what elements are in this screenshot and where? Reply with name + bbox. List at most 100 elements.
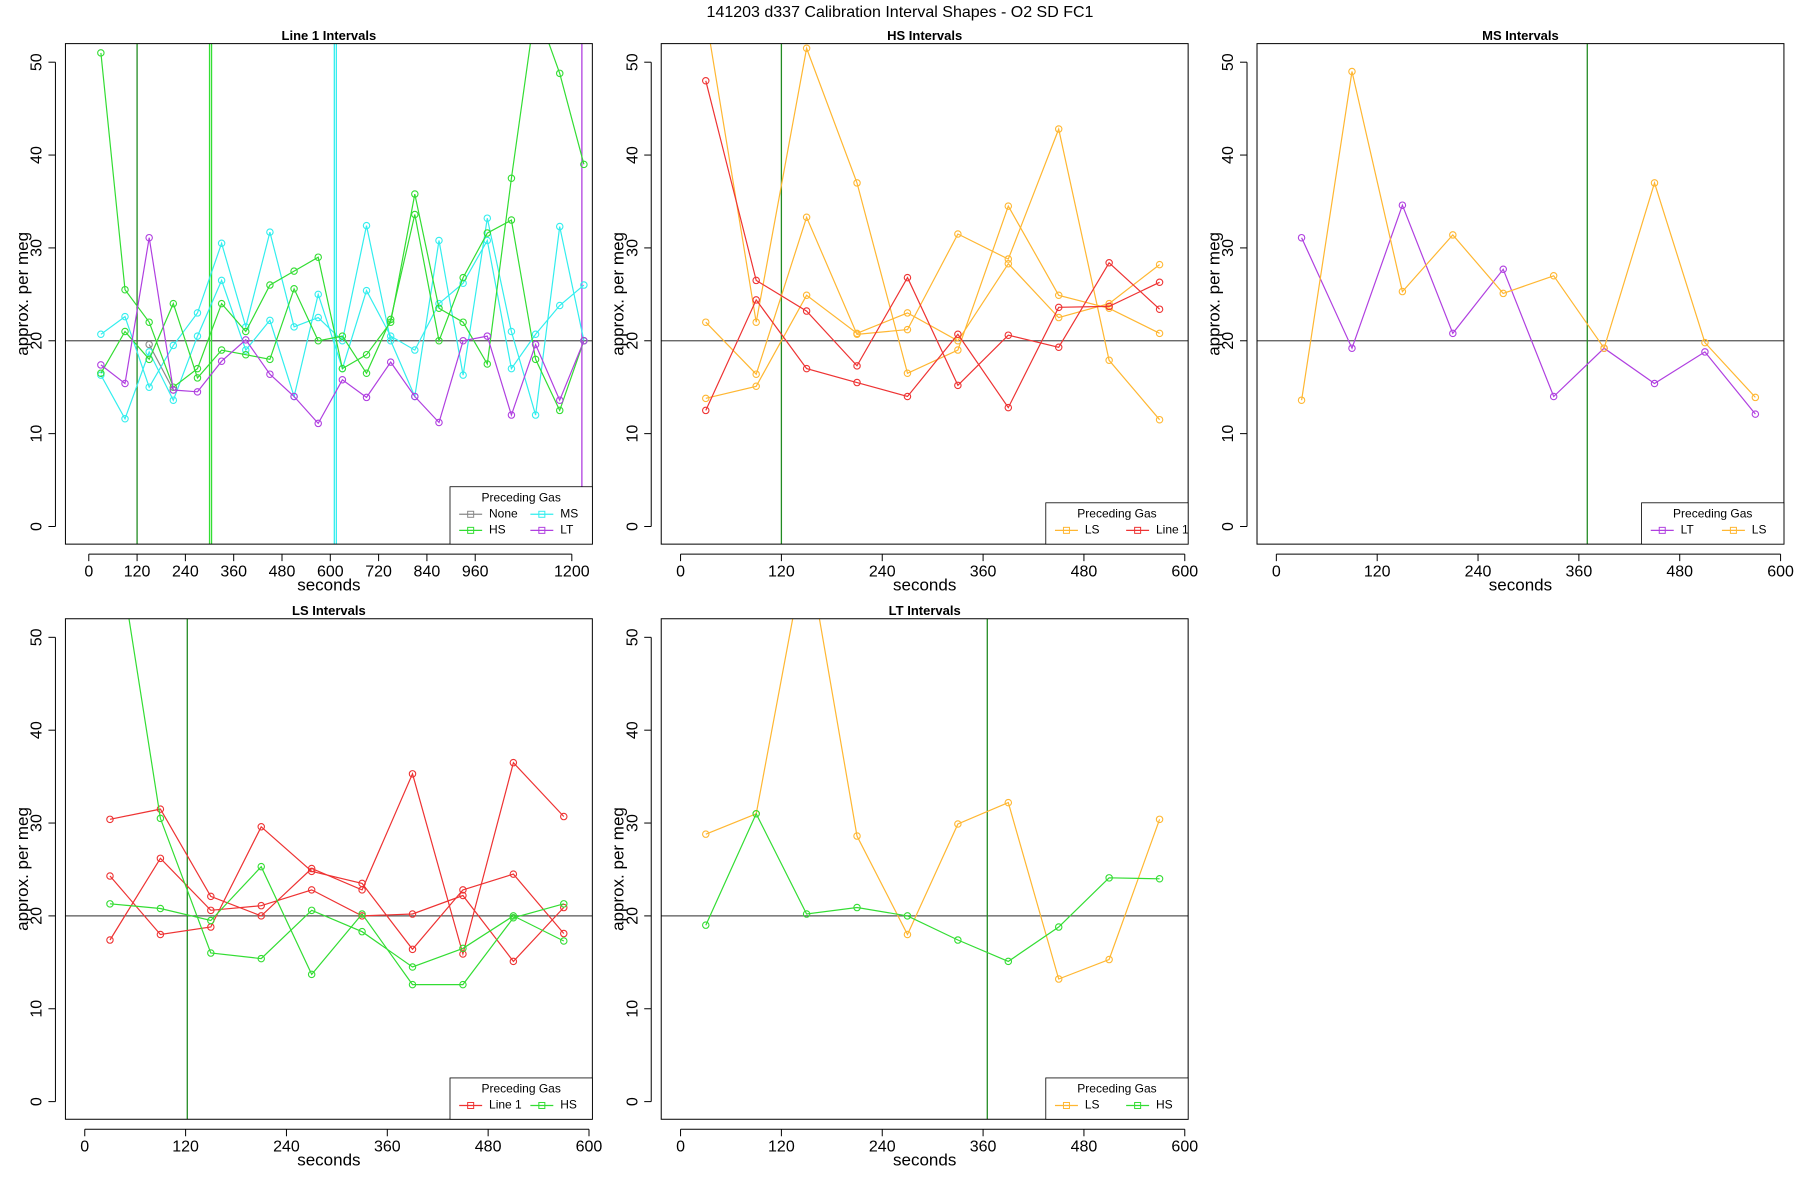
legend-marker	[467, 510, 475, 518]
y-tick-label: 30	[29, 814, 46, 832]
legend: Preceding Gas LS Line 1	[1045, 502, 1189, 545]
data-point	[257, 862, 265, 871]
data-point	[507, 174, 516, 183]
data-point	[314, 313, 322, 322]
data-point	[217, 299, 226, 308]
data-point	[1155, 875, 1164, 883]
data-point	[532, 3, 538, 9]
data-point	[555, 301, 564, 310]
data-point	[386, 358, 395, 366]
legend-box	[1045, 502, 1189, 545]
data-point	[169, 386, 178, 394]
data-point	[459, 891, 467, 900]
data-point	[1054, 303, 1063, 312]
y-tick-label: 20	[29, 907, 46, 925]
data-point	[459, 944, 467, 953]
data-point	[242, 346, 250, 354]
data-point	[156, 805, 165, 813]
data-point	[1105, 259, 1113, 267]
y-axis-label: approx. per meg	[609, 232, 628, 356]
data-point	[802, 213, 811, 222]
y-tick-label: 20	[29, 332, 46, 350]
data-line	[709, 43, 1160, 375]
data-point	[853, 179, 861, 187]
data-point	[483, 360, 492, 368]
data-point	[314, 253, 322, 261]
data-point	[435, 337, 443, 345]
x-axis-label: seconds	[1489, 576, 1552, 595]
panel: MS Intervals seconds approx. per meg 0 120 24…	[1204, 28, 1794, 595]
data-point	[1054, 923, 1063, 931]
y-tick-label: 20	[624, 332, 641, 350]
data-point	[903, 369, 912, 378]
x-tick-label: 240	[869, 563, 896, 580]
data-point	[408, 945, 417, 954]
data-point	[555, 406, 564, 415]
data-point	[752, 810, 760, 818]
data-point	[702, 318, 710, 326]
y-axis-label: approx. per meg	[13, 807, 32, 931]
panel-title: MS Intervals	[1482, 28, 1559, 43]
legend-label: HS	[560, 1098, 577, 1112]
legend-box	[449, 1077, 593, 1120]
data-point	[903, 309, 912, 317]
data-point	[555, 69, 564, 78]
data-point	[580, 160, 588, 169]
y-tick-label: 10	[624, 425, 641, 443]
data-point	[483, 332, 492, 340]
y-tick-label: 0	[624, 522, 641, 531]
data-point	[408, 980, 417, 989]
data-point	[217, 239, 226, 248]
data-point	[1105, 955, 1113, 964]
data-point	[954, 230, 962, 238]
x-tick-label: 360	[374, 1138, 401, 1155]
plot-area	[65, 3, 593, 545]
data-line	[109, 857, 565, 963]
data-point	[1600, 344, 1608, 352]
plot-frame	[64, 43, 593, 545]
data-point	[338, 332, 347, 340]
data-line	[705, 80, 1161, 387]
data-point	[121, 415, 129, 423]
data-point	[1054, 125, 1063, 133]
data-line	[705, 812, 1160, 963]
legend-label: Line 1	[1156, 523, 1189, 537]
data-point	[954, 820, 962, 828]
x-tick-label: 360	[970, 563, 997, 580]
x-tick-label: 480	[475, 1138, 502, 1155]
data-point	[411, 392, 419, 401]
data-line	[705, 262, 1160, 399]
legend-label: LS	[1085, 523, 1100, 537]
x-tick-label: 240	[1465, 563, 1492, 580]
data-point	[314, 337, 322, 345]
data-point	[307, 906, 316, 915]
data-point	[193, 332, 202, 340]
data-point	[307, 886, 316, 894]
legend-title: Preceding Gas	[481, 1082, 560, 1096]
data-point	[853, 832, 861, 840]
x-tick-label: 0	[676, 563, 685, 580]
y-axis-label: approx. per meg	[13, 232, 32, 356]
data-point	[411, 190, 419, 198]
legend: Preceding Gas LT LS	[1641, 502, 1785, 545]
data-point	[1297, 233, 1306, 242]
y-tick-label: 40	[29, 721, 46, 739]
x-tick-label: 720	[365, 563, 392, 580]
y-tick-label: 40	[1220, 146, 1237, 164]
data-point	[145, 340, 153, 349]
y-tick-label: 30	[29, 239, 46, 257]
legend-title: Preceding Gas	[1673, 506, 1752, 520]
y-tick-label: 50	[624, 53, 641, 71]
data-line	[705, 618, 1161, 980]
panel: LT Intervals seconds approx. per meg 0 120 24…	[609, 603, 1199, 1170]
data-point	[411, 346, 419, 354]
data-point	[1004, 798, 1013, 807]
data-point	[358, 910, 366, 918]
data-point	[1499, 289, 1507, 298]
plot-frame	[660, 618, 1189, 1120]
legend-marker	[1062, 526, 1070, 534]
data-point	[560, 937, 568, 945]
legend-label: HS	[1156, 1098, 1173, 1112]
x-tick-label: 120	[768, 1138, 795, 1155]
data-point	[702, 394, 710, 403]
